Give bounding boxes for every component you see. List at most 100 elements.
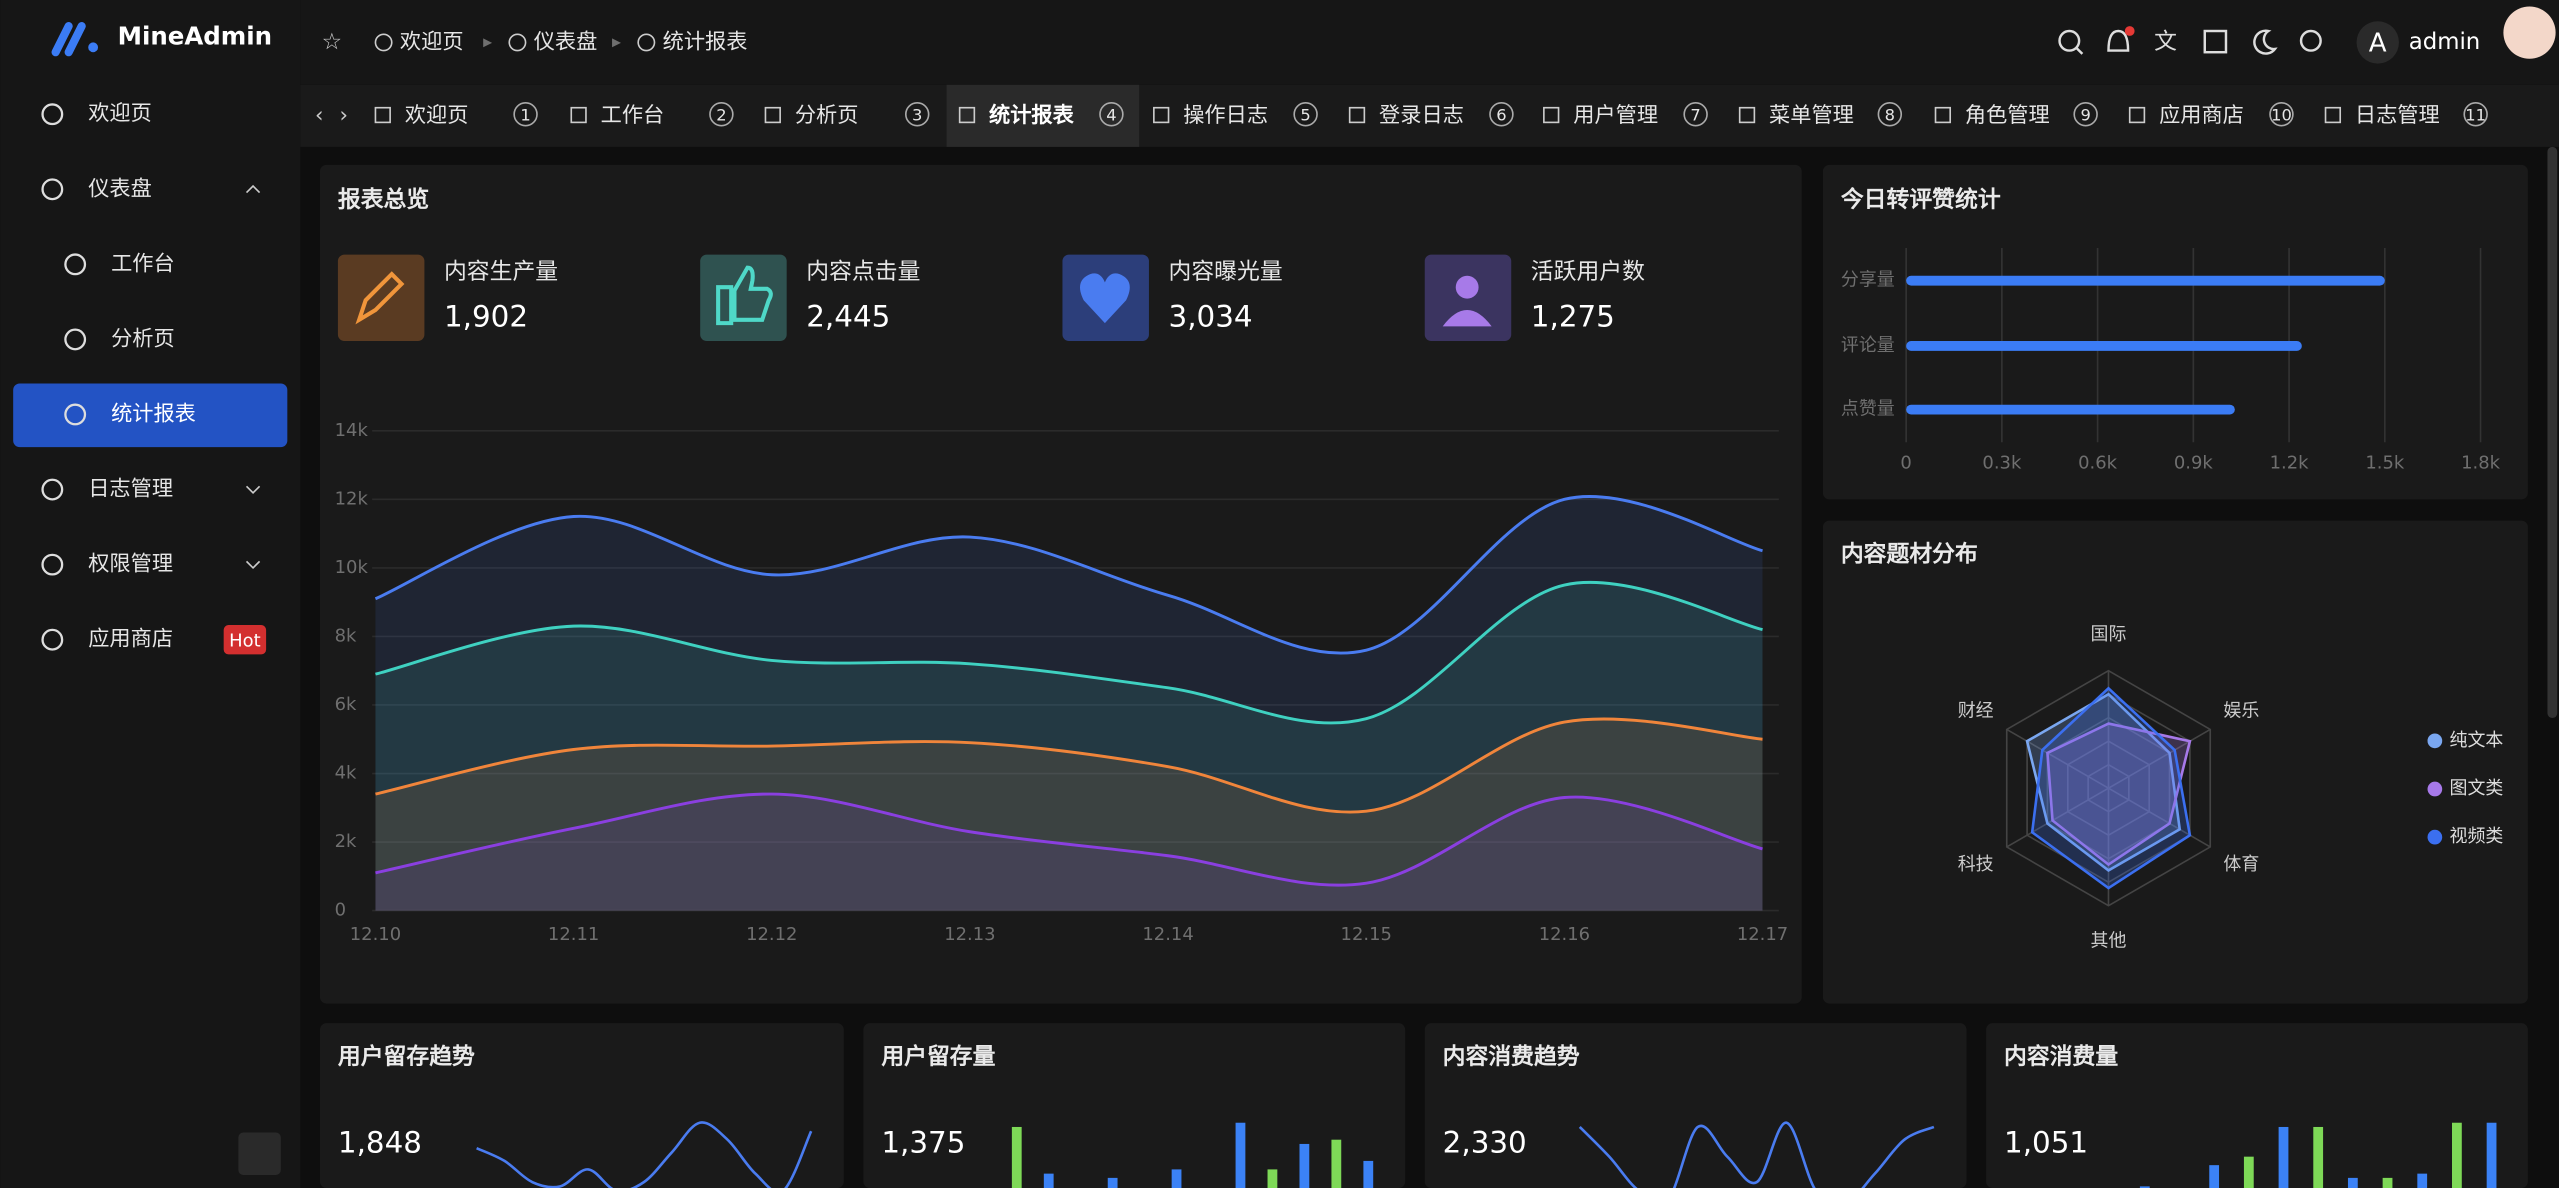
tab-icon [1738, 106, 1756, 124]
chevron [245, 485, 261, 494]
profile-picture[interactable] [2503, 6, 2556, 59]
tab-label[interactable]: 菜单管理 [1769, 103, 1854, 128]
tab-label[interactable]: 登录日志 [1379, 103, 1464, 128]
line [375, 580, 1763, 725]
tab-label[interactable]: 应用商店 [2159, 103, 2244, 128]
tab-label[interactable]: 工作台 [601, 103, 665, 128]
breadcrumb-item[interactable]: 仪表盘 [534, 29, 598, 54]
legend-label: 纯文本 [2450, 730, 2504, 751]
collapse-button[interactable] [238, 1132, 281, 1175]
tab-index-ring [1099, 101, 1124, 127]
active-tab-bg [946, 84, 1140, 147]
area [375, 718, 1763, 911]
stat-value: 3,034 [1169, 300, 1253, 334]
tab-index-ring [513, 101, 538, 127]
stat-value: 2,445 [806, 300, 890, 334]
tab-label[interactable]: 角色管理 [1965, 103, 2050, 128]
legend-swatch [2427, 829, 2443, 845]
breadcrumb-sep: ▸ [612, 31, 621, 52]
spark-bar [2139, 1186, 2150, 1188]
avatar[interactable] [2356, 21, 2399, 64]
radar-label: 国际 [2091, 624, 2127, 645]
card-title: 内容题材分布 [1841, 540, 1978, 567]
x-tick-label: 12.13 [944, 924, 995, 945]
badge-text: Hot [229, 630, 261, 651]
tab-index-ring [2463, 101, 2488, 127]
breadcrumb-icon [508, 33, 527, 52]
menu-icon [64, 253, 87, 276]
spark-bar [1331, 1139, 1342, 1188]
kpi-value: 2,330 [1443, 1125, 1527, 1159]
tab-label[interactable]: 欢迎页 [405, 103, 469, 128]
notice-dot [2124, 26, 2135, 36]
tab-label[interactable]: 用户管理 [1573, 103, 1658, 128]
tab-next[interactable]: › [340, 103, 348, 128]
spark-bar [2382, 1177, 2393, 1188]
lang-icon[interactable]: 文 [2154, 29, 2177, 55]
menu-icon [41, 178, 64, 201]
chevron [245, 560, 261, 570]
x-tick-label: 1.8k [2461, 452, 2501, 473]
menu-item[interactable]: 统计报表 [111, 401, 196, 426]
radar-label: 科技 [1958, 854, 1994, 875]
tab-index-ring [709, 101, 734, 127]
tab-index-ring [904, 101, 930, 127]
kpi-value: 1,848 [338, 1125, 422, 1159]
tab-index: 1 [520, 105, 530, 124]
x-tick-label: 0.6k [2078, 452, 2118, 473]
area [375, 582, 1763, 911]
fav-icon[interactable]: ☆ [322, 29, 342, 55]
tab-index: 8 [1885, 105, 1895, 124]
tab-label[interactable]: 分析页 [795, 103, 859, 128]
tab-prev[interactable]: ‹ [315, 103, 323, 128]
tab-icon [2128, 106, 2146, 124]
kpi-value: 1,051 [2004, 1125, 2088, 1159]
y-tick-label: 8k [335, 625, 357, 646]
radar-axis [2006, 728, 2109, 789]
tab-index-ring [1877, 101, 1903, 127]
stat-icons [337, 254, 1512, 342]
legend-swatch [2427, 781, 2443, 797]
tab-index: 7 [1690, 105, 1700, 124]
menu-item[interactable]: 日志管理 [88, 477, 173, 502]
breadcrumb-sep: ▸ [483, 31, 492, 52]
spark-bar [2486, 1122, 2497, 1188]
tab-index: 2 [716, 105, 726, 124]
username[interactable]: admin [2409, 29, 2481, 55]
tab-index-ring [1293, 101, 1318, 127]
stat-value: 1,275 [1531, 300, 1615, 334]
menu-item[interactable]: 欢迎页 [88, 101, 152, 126]
scrollbar[interactable] [2547, 146, 2558, 719]
card-title: 用户留存趋势 [338, 1043, 475, 1070]
tab-label[interactable]: 日志管理 [2355, 103, 2440, 128]
x-tick-label: 0.3k [1982, 452, 2022, 473]
menu-item[interactable]: 工作台 [111, 251, 175, 276]
stat-label: 内容生产量 [444, 259, 558, 285]
x-tick-label: 12.14 [1142, 924, 1193, 945]
spark-bar [2278, 1126, 2289, 1188]
cards [319, 164, 2528, 1188]
tab-icon [1348, 106, 1366, 124]
spark-bar [2243, 1156, 2254, 1188]
tab-index-ring [2269, 101, 2294, 127]
menu-item[interactable]: 应用商店 [88, 627, 173, 652]
x-tick-label: 12.12 [746, 924, 797, 945]
radar-label: 娱乐 [2223, 700, 2259, 721]
tab-icon [2324, 106, 2342, 124]
tab-label[interactable]: 操作日志 [1183, 103, 1268, 128]
x-tick-label: 1.2k [2270, 452, 2310, 473]
sparkline [476, 1121, 813, 1188]
menu-item[interactable]: 权限管理 [88, 552, 173, 577]
breadcrumb-item[interactable]: 统计报表 [663, 29, 748, 54]
y-tick-label: 10k [335, 557, 369, 578]
tab-index: 4 [1106, 105, 1116, 124]
tab-label[interactable]: 统计报表 [989, 102, 1075, 128]
header-icons[interactable] [2058, 29, 2322, 55]
breadcrumb-item[interactable]: 欢迎页 [400, 29, 464, 54]
bar [1906, 341, 2302, 351]
menu-item[interactable]: 分析页 [111, 326, 175, 351]
sparkline [1578, 1121, 1935, 1188]
radar-series [2030, 686, 2192, 890]
menu-item[interactable]: 仪表盘 [88, 176, 152, 201]
area [375, 496, 1763, 911]
